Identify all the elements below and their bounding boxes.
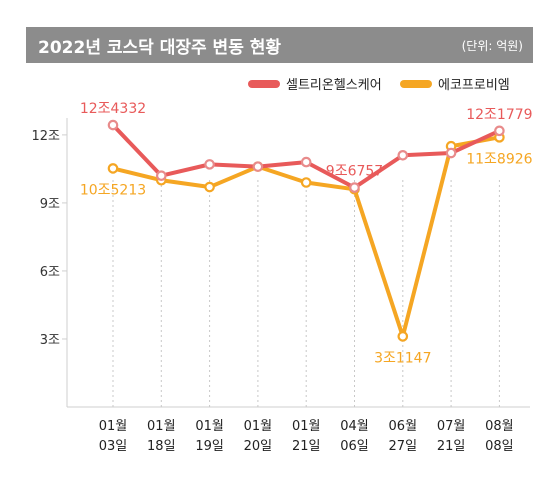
data-point-s0-3 xyxy=(252,161,264,172)
y-tick-label-1: 6조 xyxy=(40,265,60,280)
x-tick-label-day-4: 21일 xyxy=(292,439,321,454)
data-point-s1-4 xyxy=(300,177,312,188)
data-label-3: 3조1147 xyxy=(374,350,431,366)
data-label-1: 10조5213 xyxy=(80,182,146,198)
x-tick-label-day-5: 06일 xyxy=(340,439,369,454)
unit-label: (단위: 억원) xyxy=(461,39,523,53)
x-tick-label-day-1: 18일 xyxy=(147,439,176,454)
data-point-s1-0 xyxy=(107,163,119,174)
x-tick-label-day-8: 08일 xyxy=(485,439,514,454)
x-tick-label-month-2: 01월 xyxy=(195,419,224,434)
legend-label-0: 셀트리온헬스케어 xyxy=(286,78,382,93)
x-tick-label-month-0: 01월 xyxy=(99,419,128,434)
title-bar: 2022년 코스닥 대장주 변동 현황 (단위: 억원) xyxy=(26,27,533,63)
legend-label-1: 에코프로비엠 xyxy=(438,78,510,93)
data-point-s0-8 xyxy=(494,125,505,137)
x-tick-label-month-5: 04월 xyxy=(340,419,369,434)
data-label-2: 9조6757 xyxy=(326,164,383,180)
data-point-s0-6 xyxy=(397,149,409,161)
x-tick-label-day-6: 27일 xyxy=(389,439,418,454)
data-point-s0-4 xyxy=(300,156,312,168)
data-label-5: 11조8926 xyxy=(466,151,532,167)
x-tick-label-month-6: 06월 xyxy=(389,419,418,434)
x-tick-label-month-3: 01월 xyxy=(244,419,273,434)
data-point-s0-5 xyxy=(349,182,360,193)
data-point-s0-1 xyxy=(156,170,167,182)
data-point-s0-0 xyxy=(107,119,119,131)
data-point-s0-7 xyxy=(445,147,457,159)
data-label-4: 12조1779 xyxy=(466,107,532,123)
x-tick-label-month-8: 08월 xyxy=(485,419,514,434)
y-tick-label-2: 9조 xyxy=(40,197,60,212)
data-point-s1-6 xyxy=(397,331,409,342)
x-tick-label-day-3: 20일 xyxy=(244,439,273,454)
x-tick-label-month-4: 01월 xyxy=(292,419,321,434)
chart-title: 2022년 코스닥 대장주 변동 현황 xyxy=(38,38,282,58)
x-tick-label-month-7: 07월 xyxy=(437,419,466,434)
x-tick-label-month-1: 01월 xyxy=(147,419,176,434)
data-label-0: 12조4332 xyxy=(80,101,146,117)
x-tick-label-day-7: 21일 xyxy=(437,439,466,454)
x-tick-label-day-0: 03일 xyxy=(99,439,128,454)
y-tick-label-0: 3조 xyxy=(40,333,60,348)
data-point-s1-2 xyxy=(204,181,215,193)
data-point-s0-2 xyxy=(204,159,215,170)
y-tick-label-3: 12조 xyxy=(31,129,60,144)
x-tick-label-day-2: 19일 xyxy=(195,439,224,454)
